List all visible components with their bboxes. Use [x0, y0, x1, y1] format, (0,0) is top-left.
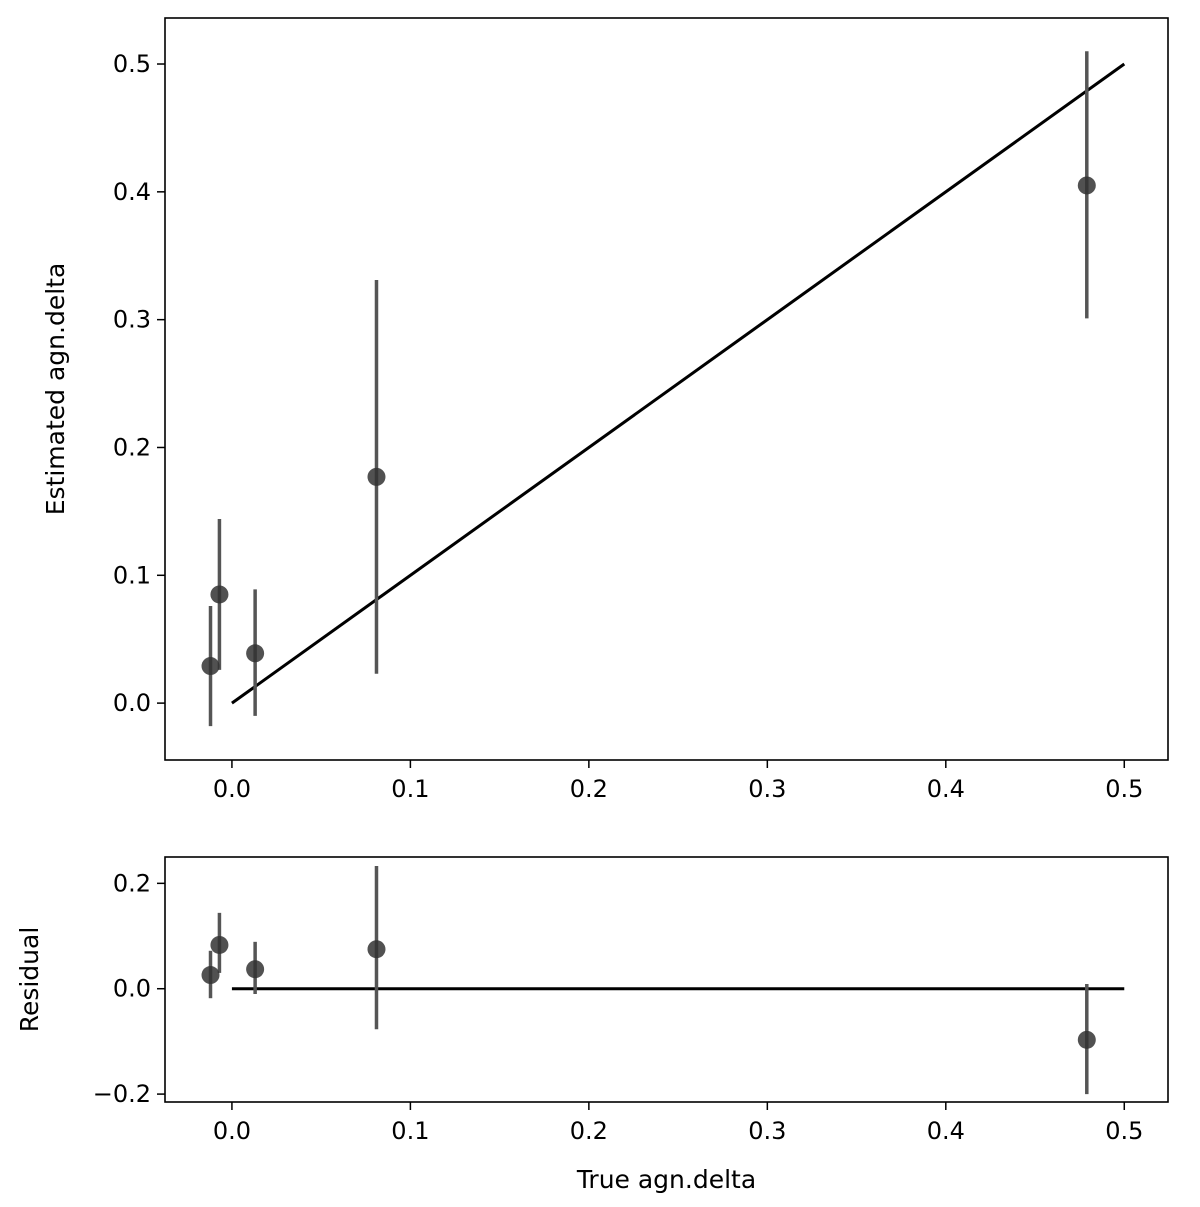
estimate-y-tick-label-1: 0.1 — [113, 561, 151, 589]
residual-data-point-3 — [367, 940, 386, 959]
residual-x-tick-label-3: 0.3 — [748, 1117, 786, 1145]
estimate-reference-line — [231, 62, 1126, 705]
residual-data-point-4 — [1077, 1030, 1096, 1049]
estimate-x-tick-label-1: 0.1 — [391, 775, 429, 803]
estimate-data-point-0 — [201, 657, 220, 676]
residual-x-tick-label-0: 0.0 — [213, 1117, 251, 1145]
residual-y-tick-label-2: 0.2 — [113, 869, 151, 897]
estimate-x-tick-label-3: 0.3 — [748, 775, 786, 803]
residual-x-tick-label-2: 0.2 — [570, 1117, 608, 1145]
estimate-x-tick-label-2: 0.2 — [570, 775, 608, 803]
estimate-x-tick-label-5: 0.5 — [1105, 775, 1143, 803]
estimate-y-tick-label-5: 0.5 — [113, 50, 151, 78]
estimate-y-tick-label-0: 0.0 — [113, 689, 151, 717]
estimate-y-tick-label-4: 0.4 — [113, 178, 151, 206]
estimate-plot-frame — [164, 17, 1169, 761]
estimate-y-axis-label: Estimated agn.delta — [41, 263, 70, 516]
estimate-data-point-3 — [367, 467, 386, 486]
estimate-x-tick-label-4: 0.4 — [927, 775, 965, 803]
residual-x-tick-label-4: 0.4 — [927, 1117, 965, 1145]
residual-panel: 0.0 0.1 0.2 0.3 0.4 0.5 −0.2 0.0 0.2 Residual True… — [15, 856, 1169, 1194]
estimate-data-point-2 — [246, 644, 265, 663]
residual-data-point-2 — [246, 960, 265, 979]
estimate-data-point-1 — [210, 585, 229, 604]
residual-y-tick-label-0: −0.2 — [93, 1080, 151, 1108]
residual-data-point-0 — [201, 966, 220, 985]
estimate-panel: 0.0 0.1 0.2 0.3 0.4 0.5 0.0 0.1 0.2 0.3 0.4 0.5 Esti… — [41, 17, 1169, 803]
residual-data-point-1 — [210, 935, 229, 954]
residual-x-axis-label: True agn.delta — [576, 1165, 756, 1194]
residual-y-tick-label-1: 0.0 — [113, 975, 151, 1003]
residual-x-tick-label-5: 0.5 — [1105, 1117, 1143, 1145]
estimate-data-point-4 — [1077, 176, 1096, 195]
estimate-y-tick-label-2: 0.2 — [113, 433, 151, 461]
residual-x-tick-label-1: 0.1 — [391, 1117, 429, 1145]
estimate-x-tick-label-0: 0.0 — [213, 775, 251, 803]
residual-plot-frame — [164, 856, 1169, 1103]
estimate-y-tick-label-3: 0.3 — [113, 306, 151, 334]
residual-y-axis-label: Residual — [15, 927, 44, 1033]
